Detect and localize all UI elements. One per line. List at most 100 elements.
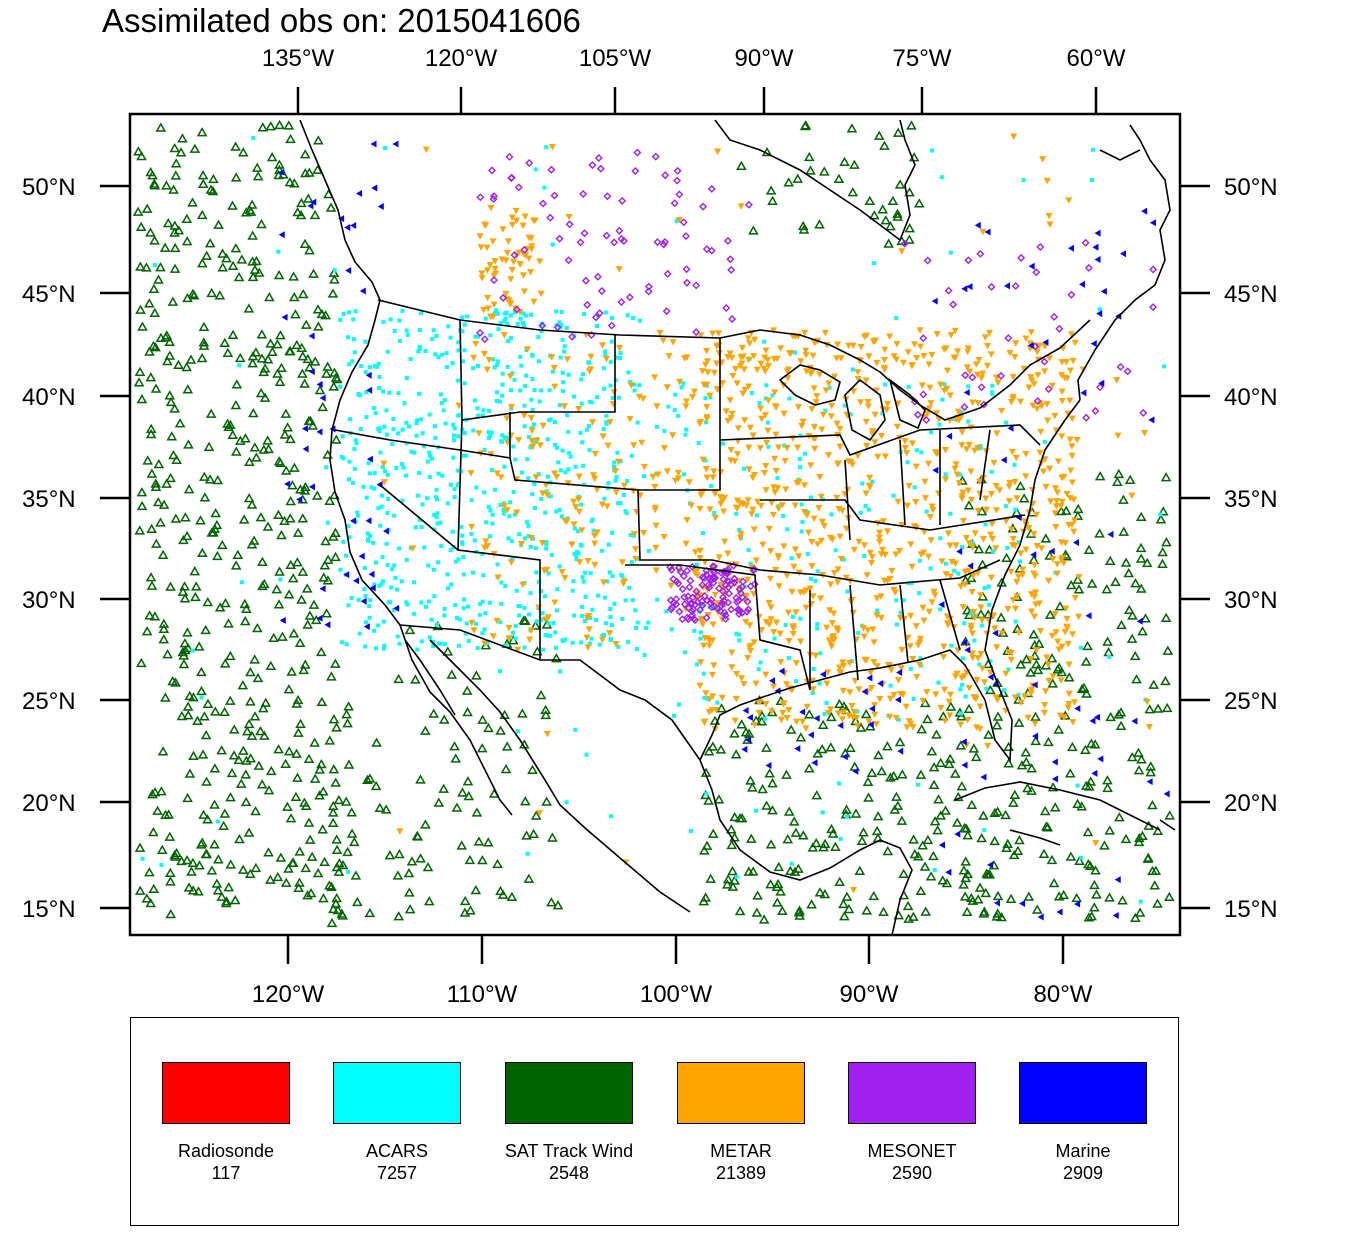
mesonet-marker (727, 265, 736, 274)
sat-track-wind-marker (866, 767, 878, 777)
sat-track-wind-marker (135, 221, 147, 231)
sat-track-wind-marker (827, 828, 839, 838)
metar-marker (1092, 840, 1100, 847)
metar-marker (886, 333, 894, 341)
metar-marker (904, 349, 912, 356)
marine-marker (807, 731, 814, 739)
sat-track-wind-marker (1141, 557, 1153, 568)
sat-track-wind-marker (1083, 858, 1094, 869)
metar-marker (937, 704, 945, 712)
acars-marker (215, 819, 220, 824)
sat-track-wind-marker (136, 487, 148, 497)
metar-marker (409, 545, 417, 552)
sat-track-wind-marker (470, 885, 482, 895)
sat-track-wind-marker (951, 817, 963, 827)
metar-marker (1011, 478, 1019, 486)
mesonet-marker (525, 158, 534, 167)
acars-marker (626, 370, 631, 375)
metar-marker (542, 481, 550, 489)
mesonet-marker (700, 591, 709, 600)
sat-track-wind-marker (306, 851, 318, 861)
sat-track-wind-marker (303, 753, 315, 764)
acars-marker (610, 395, 615, 400)
acars-marker (1097, 307, 1102, 312)
sat-track-wind-marker (330, 434, 342, 444)
sat-track-wind-marker (275, 852, 287, 862)
legend-swatch (1019, 1062, 1147, 1124)
sat-track-wind-marker (775, 886, 786, 896)
mesonet-marker (595, 309, 604, 318)
sat-track-wind-marker (324, 735, 336, 745)
mesonet-marker (1091, 406, 1100, 415)
acars-marker (573, 727, 578, 732)
acars-marker (346, 335, 351, 340)
metar-marker (784, 609, 792, 617)
sat-track-wind-marker (983, 729, 994, 739)
metar-marker (943, 385, 951, 393)
marine-marker (1042, 338, 1049, 346)
metar-marker (703, 414, 711, 421)
metar-marker (630, 531, 638, 538)
legend-swatch (677, 1062, 805, 1124)
mesonet-marker (617, 298, 626, 306)
metar-marker (619, 580, 627, 587)
metar-marker (627, 382, 635, 389)
metar-marker (706, 506, 714, 513)
sat-track-wind-marker (304, 610, 316, 620)
metar-marker (508, 214, 516, 222)
metar-marker (781, 458, 789, 465)
metar-marker (663, 468, 671, 475)
sat-track-wind-marker (1047, 678, 1059, 688)
acars-marker (384, 432, 389, 437)
sat-track-wind-marker (518, 615, 530, 625)
metar-marker (890, 691, 898, 699)
sat-track-wind-marker (415, 853, 426, 863)
acars-marker (634, 647, 639, 652)
metar-marker (1043, 654, 1051, 662)
sat-track-wind-marker (767, 195, 778, 205)
marine-marker (877, 679, 884, 687)
acars-marker (860, 481, 865, 486)
acars-marker (340, 434, 345, 439)
acars-marker (417, 344, 422, 349)
sat-track-wind-marker (282, 422, 293, 432)
acars-marker (512, 310, 517, 315)
metar-marker (591, 450, 599, 458)
acars-marker (787, 396, 792, 401)
sat-track-wind-marker (1118, 526, 1130, 536)
sat-track-wind-marker (225, 650, 236, 661)
acars-marker (815, 626, 820, 631)
marine-marker (1051, 758, 1058, 766)
sat-track-wind-marker (312, 868, 324, 878)
sat-track-wind-marker (158, 618, 170, 628)
metar-marker (1052, 485, 1060, 492)
sat-track-wind-marker (1133, 747, 1144, 757)
sat-track-wind-marker (465, 905, 476, 915)
acars-marker (633, 625, 638, 630)
metar-marker (866, 549, 874, 557)
mesonet-marker (672, 577, 681, 586)
sat-track-wind-marker (462, 706, 473, 717)
marine-marker (1074, 900, 1081, 908)
marine-marker (931, 297, 938, 305)
metar-marker (669, 339, 677, 346)
acars-marker (338, 317, 343, 322)
acars-marker (369, 485, 374, 490)
metar-marker (752, 557, 760, 564)
acars-marker (391, 427, 396, 432)
mesonet-marker (1011, 281, 1020, 290)
metar-marker (1069, 719, 1077, 726)
acars-marker (539, 329, 544, 334)
acars-marker (358, 427, 363, 432)
sat-track-wind-marker (457, 787, 468, 797)
sat-track-wind-marker (1135, 583, 1147, 593)
mesonet-marker (1055, 324, 1064, 333)
sat-track-wind-marker (276, 529, 287, 540)
metar-marker (904, 502, 912, 510)
metar-marker (886, 695, 894, 703)
sat-track-wind-marker (326, 671, 337, 681)
metar-marker (908, 440, 916, 447)
metar-marker (700, 642, 708, 650)
metar-marker (518, 540, 526, 548)
acars-marker (646, 548, 651, 553)
